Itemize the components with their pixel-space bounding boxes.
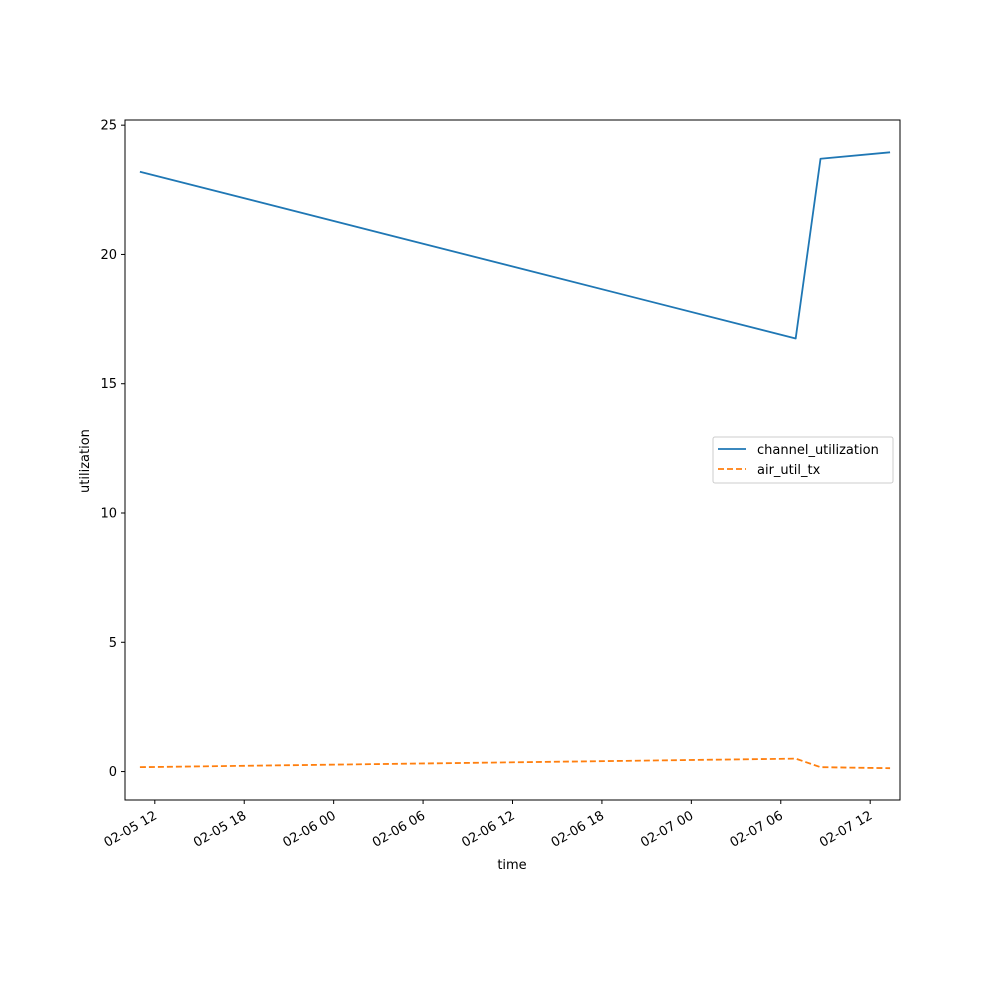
y-tick-label: 25 [100, 119, 117, 134]
series-layer [139, 151, 891, 770]
y-tick-label: 10 [100, 507, 117, 522]
y-axis: 0 5 10 15 20 25 [100, 119, 125, 780]
legend-box [712, 436, 894, 484]
legend-label-air-util-tx: air_util_tx [757, 463, 821, 478]
series-line-channel-utilization [139, 151, 891, 340]
legend: channel_utilization air_util_tx [712, 436, 894, 484]
series-line-air-util-tx [139, 757, 891, 770]
y-tick-label: 5 [109, 636, 117, 651]
y-tick-label: 0 [109, 765, 117, 780]
y-tick-label: 15 [100, 377, 117, 392]
y-axis-label: utilization [78, 429, 93, 493]
x-axis-label: time [497, 858, 526, 873]
y-tick-label: 20 [100, 248, 117, 263]
legend-label-channel-utilization: channel_utilization [757, 443, 879, 458]
